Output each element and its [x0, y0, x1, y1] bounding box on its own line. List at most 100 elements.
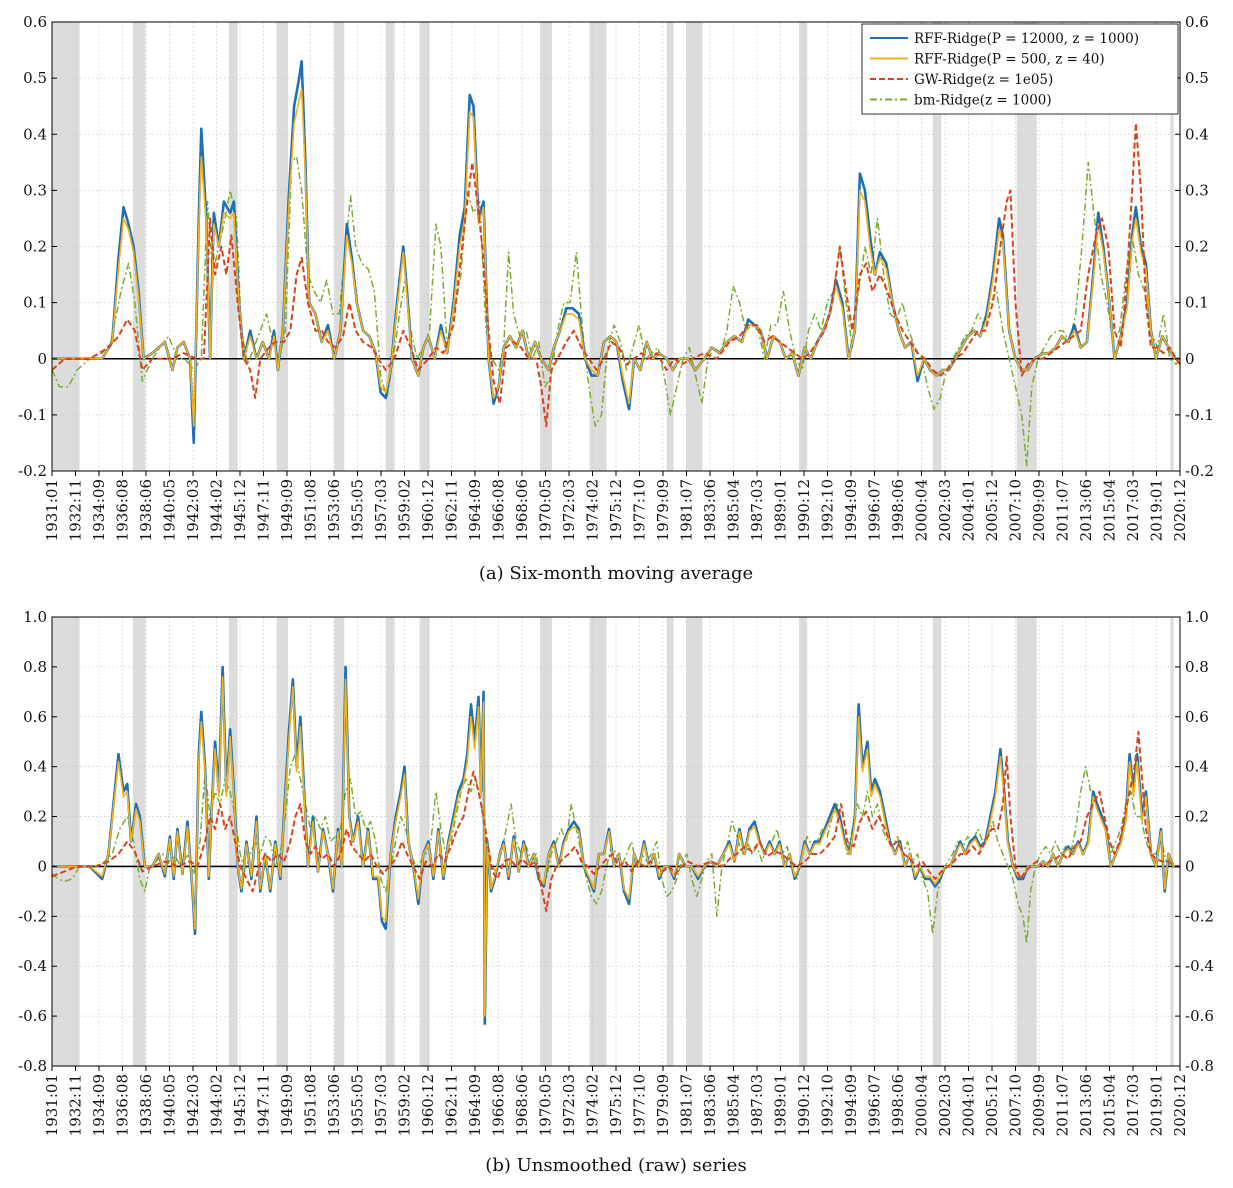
series-line-gw [51, 122, 1181, 428]
x-tick-label: 2019:01 [1148, 1074, 1166, 1136]
y-tick-label: 0 [37, 350, 47, 368]
x-tick-label: 2017:03 [1124, 1074, 1142, 1136]
x-tick-label: 1947:11 [255, 479, 273, 541]
x-tick-label: 1998:06 [889, 1074, 907, 1136]
x-tick-label: 1994:09 [842, 479, 860, 541]
x-tick-label: 2013:06 [1077, 479, 1095, 541]
x-tick-label: 2005:12 [983, 479, 1001, 541]
x-tick-label: 2020:12 [1171, 1074, 1189, 1136]
x-tick-label: 1944:02 [208, 1074, 226, 1136]
x-tick-label: 1989:01 [772, 479, 790, 541]
y-tick-label: 0.8 [23, 658, 47, 676]
x-tick-label: 1966:08 [490, 479, 508, 541]
x-tick-label: 1955:05 [349, 1074, 367, 1136]
x-tick-label: 2015:04 [1101, 479, 1119, 541]
legend-entry: RFF-Ridge(P = 12000, z = 1000) [870, 31, 1139, 47]
x-tick-label: 1934:09 [90, 1074, 108, 1136]
x-tick-label: 1947:11 [255, 1074, 273, 1136]
x-tick-label: 1934:09 [90, 479, 108, 541]
y-axis-left: -0.2 -0.1 0 0.1 0.2 0.3 0.4 0.5 0.6 [18, 13, 57, 480]
x-tick-label: 1990:12 [795, 479, 813, 541]
x-tick-label: 1996:07 [866, 479, 884, 541]
x-tick-label: 1975:12 [607, 1074, 625, 1136]
x-tick-label: 1996:07 [866, 1074, 884, 1136]
x-tick-label: 2007:10 [1007, 1074, 1025, 1136]
x-tick-label: 1959:02 [396, 1074, 414, 1136]
x-tick-label: 1949:09 [278, 1074, 296, 1136]
x-tick-label: 1936:08 [114, 479, 132, 541]
x-tick-label: 1970:05 [537, 479, 555, 541]
series-line-gw [51, 730, 1181, 913]
x-tick-label: 1972:03 [560, 479, 578, 541]
y-tick-label: 1.0 [23, 608, 47, 626]
x-tick-label: 1974:02 [584, 1074, 602, 1136]
recession-band [385, 617, 395, 1066]
x-tick-label: 1953:06 [325, 479, 343, 541]
x-tick-label: 1953:06 [325, 1074, 343, 1136]
x-tick-label: 1981:07 [678, 479, 696, 541]
x-tick-label: 2020:12 [1171, 479, 1189, 541]
x-axis: 1931:01 1932:11 1934:09 1936:08 1938:06 1940:… [43, 471, 1189, 541]
legend: RFF-Ridge(P = 12000, z = 1000) RFF-Ridge(… [861, 23, 1179, 115]
x-tick-label: 1989:01 [772, 1074, 790, 1136]
y-tick-label: -0.4 [1185, 957, 1214, 975]
x-tick-label: 1932:11 [67, 1074, 85, 1136]
y-tick-label: 1.0 [1185, 608, 1209, 626]
y-axis-right: -0.2 -0.1 0 0.1 0.2 0.3 0.4 0.5 0.6 [1175, 13, 1214, 480]
recession-band [419, 617, 430, 1066]
y-tick-label: 0.2 [1185, 238, 1209, 256]
x-tick-label: 2015:04 [1101, 1074, 1119, 1136]
y-tick-label: -0.8 [18, 1057, 47, 1075]
series-line-rff-small [52, 88, 1181, 427]
y-tick-label: 0 [37, 857, 47, 875]
recession-band [132, 617, 146, 1066]
x-tick-label: 1983:06 [701, 1074, 719, 1136]
panel-unsmoothed-series: -0.8-0.6-0.4-0.200.20.40.60.81.0 -0.8-0.… [18, 608, 1214, 1176]
y-tick-label: -0.8 [1185, 1057, 1214, 1075]
recession-band [932, 617, 942, 1066]
y-tick-label: -0.2 [1185, 907, 1214, 925]
x-tick-label: 2005:12 [983, 1074, 1001, 1136]
x-tick-label: 1951:08 [302, 479, 320, 541]
recession-band [334, 22, 345, 471]
x-tick-label: 1951:08 [302, 1074, 320, 1136]
y-tick-label: 0.4 [1185, 758, 1209, 776]
x-tick-label: 1985:04 [725, 1074, 743, 1136]
x-tick-label: 1972:03 [560, 1074, 578, 1136]
y-tick-label: 0.6 [1185, 13, 1209, 31]
recession-band [276, 22, 288, 471]
x-tick-label: 2000:04 [913, 1074, 931, 1136]
y-tick-label: 0.2 [23, 808, 47, 826]
x-tick-label: 1968:06 [513, 479, 531, 541]
x-tick-label: 1938:06 [137, 479, 155, 541]
y-axis-right: -0.8 -0.6 -0.4 -0.2 0 0.2 0.4 0.6 0.8 1.0 [1175, 608, 1214, 1075]
x-tick-label: 1949:09 [278, 479, 296, 541]
y-tick-label: 0.1 [23, 294, 47, 312]
x-tick-label: 1944:02 [208, 479, 226, 541]
y-tick-label: -0.1 [18, 406, 47, 424]
x-tick-label: 1955:05 [349, 479, 367, 541]
y-tick-label: 0.8 [1185, 658, 1209, 676]
y-tick-label: 0.5 [23, 69, 47, 87]
legend-label: RFF-Ridge(P = 500, z = 40) [914, 52, 1105, 68]
y-tick-label: -0.6 [18, 1007, 47, 1025]
x-tick-label: 1979:09 [654, 1074, 672, 1136]
x-axis: 1931:01 1932:11 1934:09 1936:08 1938:06 1940:… [43, 1066, 1189, 1136]
x-tick-label: 1936:08 [114, 1074, 132, 1136]
x-tick-label: 1957:03 [372, 1074, 390, 1136]
x-tick-label: 1983:06 [701, 479, 719, 541]
series-line-bm [51, 155, 1181, 467]
panel-six-month-moving-average: -0.2 -0.1 0 0.1 0.2 0.3 0.4 0.5 0.6 -0.2 -0.1 0 0.1… [18, 13, 1214, 584]
recession-band [1016, 617, 1037, 1066]
recession-band [666, 617, 674, 1066]
x-tick-label: 1945:12 [231, 479, 249, 541]
y-tick-label: -0.2 [18, 462, 47, 480]
x-tick-label: 1964:09 [466, 479, 484, 541]
recession-band [589, 617, 607, 1066]
y-tick-label: 0.6 [23, 708, 47, 726]
x-tick-label: 1942:03 [184, 1074, 202, 1136]
x-tick-label: 2009:09 [1030, 1074, 1048, 1136]
x-tick-label: 2019:01 [1148, 479, 1166, 541]
legend-label: GW-Ridge(z = 1e05) [914, 72, 1053, 88]
